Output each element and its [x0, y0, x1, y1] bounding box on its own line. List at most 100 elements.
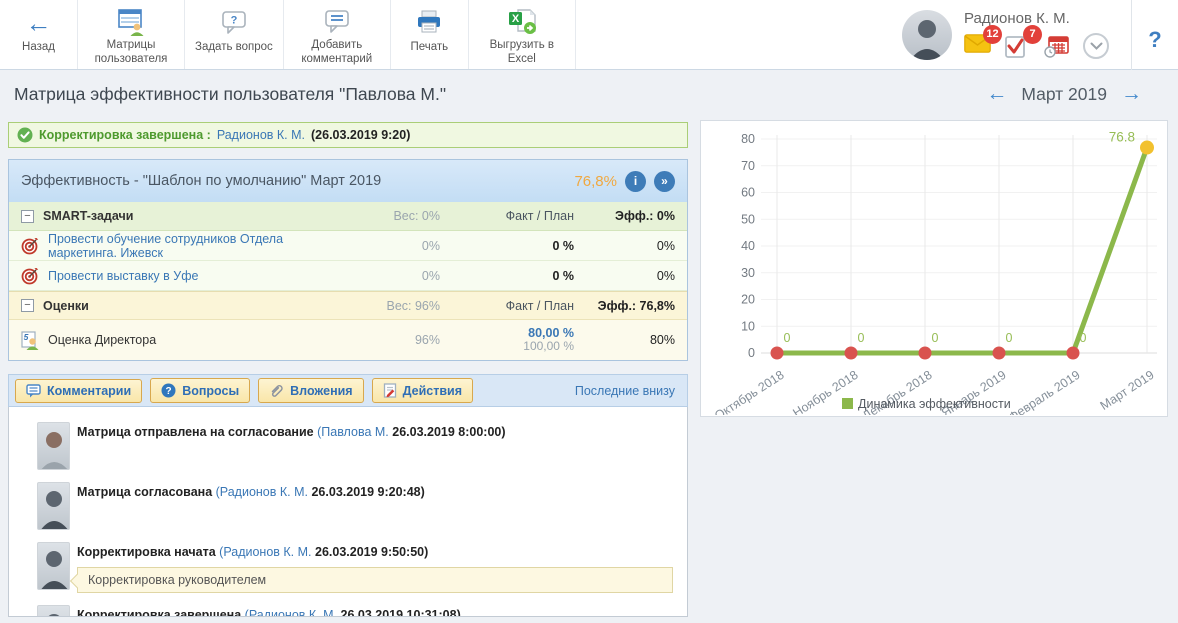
- expand-icon[interactable]: »: [654, 170, 675, 192]
- title-row: Матрица эффективности пользователя "Павл…: [0, 70, 1178, 118]
- feed-title: Матрица отправлена на согласование: [77, 425, 314, 439]
- tasks-badge: 7: [1023, 25, 1042, 44]
- section-name: SMART-задачи: [43, 209, 134, 223]
- add-comment-icon: [322, 8, 352, 36]
- target-icon: [21, 267, 39, 285]
- user-avatar[interactable]: [902, 9, 952, 60]
- tab-questions[interactable]: ? Вопросы: [150, 378, 251, 403]
- help-button[interactable]: ?: [1148, 26, 1162, 52]
- svg-text:50: 50: [741, 212, 755, 226]
- svg-text:?: ?: [166, 386, 172, 397]
- svg-text:Февраль 2019: Февраль 2019: [1006, 368, 1083, 415]
- feed-title: Корректировка начата: [77, 545, 216, 559]
- back-button[interactable]: ← Назад: [0, 0, 78, 69]
- back-arrow-icon: ←: [25, 8, 52, 38]
- svg-text:20: 20: [741, 293, 755, 307]
- task-link[interactable]: Провести обучение сотрудников Отдела мар…: [48, 231, 284, 260]
- collapse-icon[interactable]: −: [21, 299, 34, 312]
- tasks-icon: [1005, 36, 1025, 58]
- info-icon[interactable]: i: [625, 170, 646, 192]
- tab-comments-label: Комментарии: [47, 383, 132, 398]
- feed-timestamp: 26.03.2019 8:00:00): [392, 425, 506, 439]
- row-efficiency: 0%: [656, 268, 675, 283]
- row-weight: 0%: [421, 268, 440, 283]
- svg-text:0: 0: [784, 331, 791, 345]
- svg-text:0: 0: [1080, 331, 1087, 345]
- tab-questions-label: Вопросы: [182, 383, 240, 398]
- feed-avatar: [37, 482, 70, 530]
- svg-text:30: 30: [741, 266, 755, 280]
- feed-title: Матрица согласована: [77, 485, 213, 499]
- tab-comments[interactable]: Комментарии: [15, 378, 143, 403]
- task-link[interactable]: Провести выставку в Уфе: [48, 268, 199, 283]
- user-matrices-icon: [116, 8, 146, 36]
- tab-actions[interactable]: Действия: [371, 378, 474, 403]
- add-comment-button[interactable]: Добавить комментарий: [284, 0, 391, 69]
- status-user-link[interactable]: Радионов К. М.: [216, 128, 305, 142]
- efficiency-chart-card: 0 10 20 30 40 50 60 70 80 0 0 0 0 0 76.8 Октябрь 2018 Но…: [700, 120, 1168, 417]
- print-button[interactable]: Печать: [391, 0, 469, 69]
- chevron-down-icon: [1090, 42, 1102, 50]
- next-month-button[interactable]: →: [1121, 82, 1142, 105]
- row-fact-plan: 0 %: [552, 238, 574, 253]
- comments-panel: Матрица отправлена на согласование (Павл…: [8, 407, 688, 617]
- tab-attachments-label: Вложения: [290, 383, 353, 398]
- feed-item: Корректировка начата (Радионов К. М. 26.…: [9, 539, 687, 599]
- matrix-header: Эффективность - "Шаблон по умолчанию" Ма…: [9, 160, 687, 202]
- feed-user-link[interactable]: (Радионов К. М.: [219, 545, 312, 559]
- section-weight: Вес: 0%: [393, 209, 440, 223]
- ask-question-label: Задать вопрос: [195, 41, 273, 53]
- row-weight: 0%: [421, 238, 440, 253]
- feed-avatar: [37, 605, 70, 616]
- feed-title: Корректировка завершена: [77, 608, 242, 617]
- feed-avatar: [37, 422, 70, 470]
- export-excel-button[interactable]: X Выгрузить в Excel: [469, 0, 576, 69]
- target-icon: [21, 237, 39, 255]
- svg-text:0: 0: [858, 331, 865, 345]
- calendar-button[interactable]: [1044, 34, 1069, 58]
- tab-attachments[interactable]: Вложения: [258, 378, 364, 403]
- feed-user-link[interactable]: (Павлова М.: [317, 425, 389, 439]
- prev-month-button[interactable]: ←: [986, 82, 1008, 105]
- svg-text:40: 40: [741, 239, 755, 253]
- ask-question-icon: ?: [219, 8, 249, 38]
- table-row: 5 Оценка Директора 96% 80,00 % 100,00 % …: [9, 320, 687, 360]
- efficiency-chart: 0 10 20 30 40 50 60 70 80 0 0 0 0 0 76.8 Октябрь 2018 Но…: [701, 123, 1167, 415]
- question-icon: ?: [161, 383, 176, 398]
- ask-question-button[interactable]: ? Задать вопрос: [185, 0, 284, 69]
- row-efficiency: 80%: [649, 333, 675, 347]
- matrix-title: Эффективность - "Шаблон по умолчанию" Ма…: [21, 173, 382, 189]
- svg-text:Динамика эффективности: Динамика эффективности: [858, 397, 1011, 411]
- toolbar: ← Назад Матрицы пользователя ? Задать во…: [0, 0, 1178, 70]
- feed-item: Матрица согласована (Радионов К. М. 26.0…: [9, 479, 687, 536]
- add-comment-label: Добавить комментарий: [301, 39, 373, 65]
- svg-text:0: 0: [932, 331, 939, 345]
- mail-notifications-button[interactable]: 12: [964, 25, 1002, 58]
- status-timestamp: (26.03.2019 9:20): [311, 128, 411, 142]
- section-efficiency: Эфф.: 0%: [615, 209, 675, 223]
- page-title: Матрица эффективности пользователя "Павл…: [14, 83, 447, 104]
- back-label: Назад: [22, 41, 55, 53]
- user-menu-button[interactable]: [1083, 33, 1109, 59]
- row-fact[interactable]: 80,00 %: [528, 326, 574, 341]
- collapse-icon[interactable]: −: [21, 209, 34, 223]
- svg-text:?: ?: [231, 15, 238, 27]
- user-matrices-button[interactable]: Матрицы пользователя: [78, 0, 185, 69]
- feed-item: Матрица отправлена на согласование (Павл…: [9, 419, 687, 476]
- rating-icon: 5: [21, 330, 39, 350]
- feed-timestamp: 26.03.2019 9:20:48): [311, 485, 425, 499]
- comment-icon: [26, 383, 41, 397]
- section-efficiency: Эфф.: 76,8%: [597, 298, 675, 313]
- section-ratings: − Оценки Вес: 96% Факт / План Эфф.: 76,8…: [9, 291, 687, 320]
- tasks-notifications-button[interactable]: 7: [1004, 25, 1042, 58]
- feed-user-link[interactable]: (Радионов К. М.: [244, 608, 338, 617]
- feed-user-link[interactable]: (Радионов К. М.: [215, 485, 308, 499]
- row-fact-plan: 0 %: [552, 268, 574, 283]
- table-row: Провести выставку в Уфе 0% 0 % 0%: [9, 261, 687, 291]
- row-efficiency: 0%: [656, 238, 675, 253]
- calendar-clock-icon: [1044, 36, 1069, 58]
- sort-order-link[interactable]: Последние внизу: [574, 383, 675, 398]
- svg-text:70: 70: [741, 159, 755, 173]
- matrix-efficiency-value: 76,8%: [574, 172, 617, 190]
- feed-item: Корректировка завершена (Радионов К. М. …: [9, 602, 687, 617]
